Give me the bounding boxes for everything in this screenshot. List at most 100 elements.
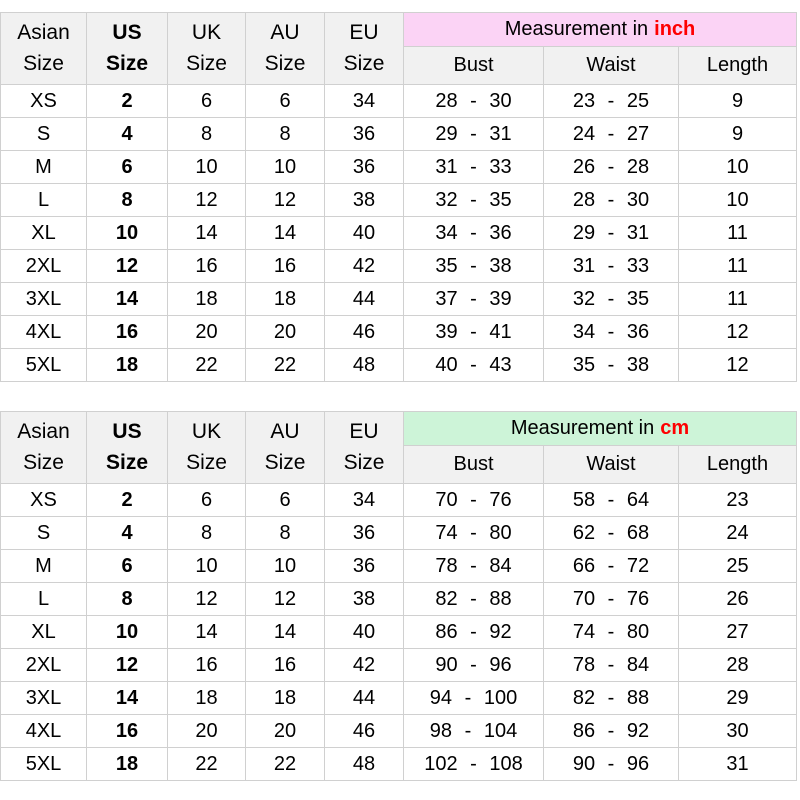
asian-cell: XL [0,216,87,250]
au-cell: 20 [245,714,325,748]
us-cell: 6 [86,549,168,583]
us-cell: 12 [86,249,168,283]
bust-cell: 98 - 104 [403,714,544,748]
waist-cell: 62 - 68 [543,516,679,550]
au-cell: 18 [245,282,325,316]
waist-cell: 82 - 88 [543,681,679,715]
header-row-sub: Bust Waist Length [1,46,797,85]
length-header: Length [678,46,797,85]
header-line: Size [343,51,385,75]
length-header: Length [677,445,798,484]
measurement-label: Measurement in [510,417,655,439]
eu-cell: 44 [324,282,404,316]
length-cell: 9 [678,117,797,151]
measurement-band-cm: Measurement in cm [402,411,798,446]
waist-cell: 23 - 25 [543,84,679,118]
length-cell: 29 [677,681,798,715]
size-row: M 6 10 10 36 78 - 84 66 - 72 25 [0,549,798,583]
uk-cell: 16 [167,648,246,682]
waist-cell: 78 - 84 [543,648,679,682]
uk-size-header: UK Size [167,12,246,85]
eu-cell: 44 [324,681,404,715]
au-cell: 8 [245,117,325,151]
uk-size-header: UK Size [167,411,246,484]
bust-cell: 37 - 39 [403,282,544,316]
length-cell: 12 [678,315,797,349]
waist-cell: 58 - 64 [543,483,679,517]
waist-cell: 70 - 76 [543,582,679,616]
au-cell: 16 [245,648,325,682]
waist-cell: 26 - 28 [543,150,679,184]
eu-cell: 42 [324,648,404,682]
size-row: XL 10 14 14 40 34 - 36 29 - 31 11 [0,216,797,250]
us-cell: 4 [86,516,168,550]
us-cell: 8 [86,183,168,217]
uk-cell: 18 [167,282,246,316]
au-cell: 20 [245,315,325,349]
us-size-header: US Size [86,411,168,484]
unit-label-cm: cm [660,417,690,439]
au-cell: 6 [245,483,325,517]
asian-size-header: Asian Size [0,12,87,85]
bust-cell: 78 - 84 [403,549,544,583]
size-row: L 8 12 12 38 32 - 35 28 - 30 10 [0,183,797,217]
eu-cell: 36 [324,117,404,151]
length-cell: 11 [678,249,797,283]
eu-cell: 40 [324,216,404,250]
header-row-top: Asian Size US Size UK Size AU Size EU [0,411,798,484]
waist-cell: 35 - 38 [543,348,679,382]
asian-cell: 4XL [0,315,87,349]
bust-cell: 28 - 30 [403,84,544,118]
size-table-inch-body: XS 2 6 6 34 28 - 30 23 - 25 9 S 4 8 8 36 29 - 31 24 - … [0,84,797,382]
au-cell: 12 [245,582,325,616]
asian-cell: S [0,516,87,550]
length-cell: 11 [678,282,797,316]
header-row-top: Asian Size US Size UK Size AU Size EU [0,12,797,85]
us-cell: 14 [86,282,168,316]
waist-cell: 90 - 96 [543,747,679,781]
header-line: AU [270,420,300,444]
header-line: Asian [17,420,70,444]
eu-cell: 36 [324,516,404,550]
uk-cell: 20 [167,714,246,748]
size-row: 4XL 16 20 20 46 39 - 41 34 - 36 12 [0,315,797,349]
asian-cell: XL [0,615,87,649]
header-line: Asian [17,21,70,45]
unit-label-inch: inch [654,18,696,40]
au-size-header: AU Size [245,12,325,85]
waist-cell: 32 - 35 [543,282,679,316]
us-cell: 6 [86,150,168,184]
bust-header: Bust [403,46,544,85]
uk-cell: 6 [167,483,246,517]
measurement-label: Measurement in [504,18,649,40]
us-cell: 10 [86,216,168,250]
bust-cell: 39 - 41 [403,315,544,349]
eu-cell: 34 [324,483,404,517]
header-line: EU [349,420,379,444]
eu-cell: 38 [324,183,404,217]
size-row: 4XL 16 20 20 46 98 - 104 86 - 92 30 [0,714,798,748]
header-line: Size [105,51,149,75]
au-cell: 10 [245,549,325,583]
eu-cell: 42 [324,249,404,283]
uk-cell: 12 [167,582,246,616]
uk-cell: 10 [167,549,246,583]
size-table-cm-body: XS 2 6 6 34 70 - 76 58 - 64 23 S 4 8 8 36 74 - 80 62 -… [0,483,798,781]
header-row-sub: Bust Waist Length [1,445,798,484]
eu-cell: 46 [324,714,404,748]
length-cell: 28 [677,648,798,682]
size-row: S 4 8 8 36 74 - 80 62 - 68 24 [0,516,798,550]
uk-cell: 20 [167,315,246,349]
size-table-cm: Asian Size US Size UK Size AU Size EU [0,411,798,781]
us-cell: 8 [86,582,168,616]
bust-cell: 35 - 38 [403,249,544,283]
size-row: L 8 12 12 38 82 - 88 70 - 76 26 [0,582,798,616]
eu-cell: 48 [324,348,404,382]
uk-cell: 18 [167,681,246,715]
size-table-inch: Asian Size US Size UK Size AU Size EU [0,12,797,382]
bust-cell: 82 - 88 [403,582,544,616]
us-cell: 2 [86,483,168,517]
uk-cell: 22 [167,348,246,382]
au-cell: 18 [245,681,325,715]
us-cell: 14 [86,681,168,715]
